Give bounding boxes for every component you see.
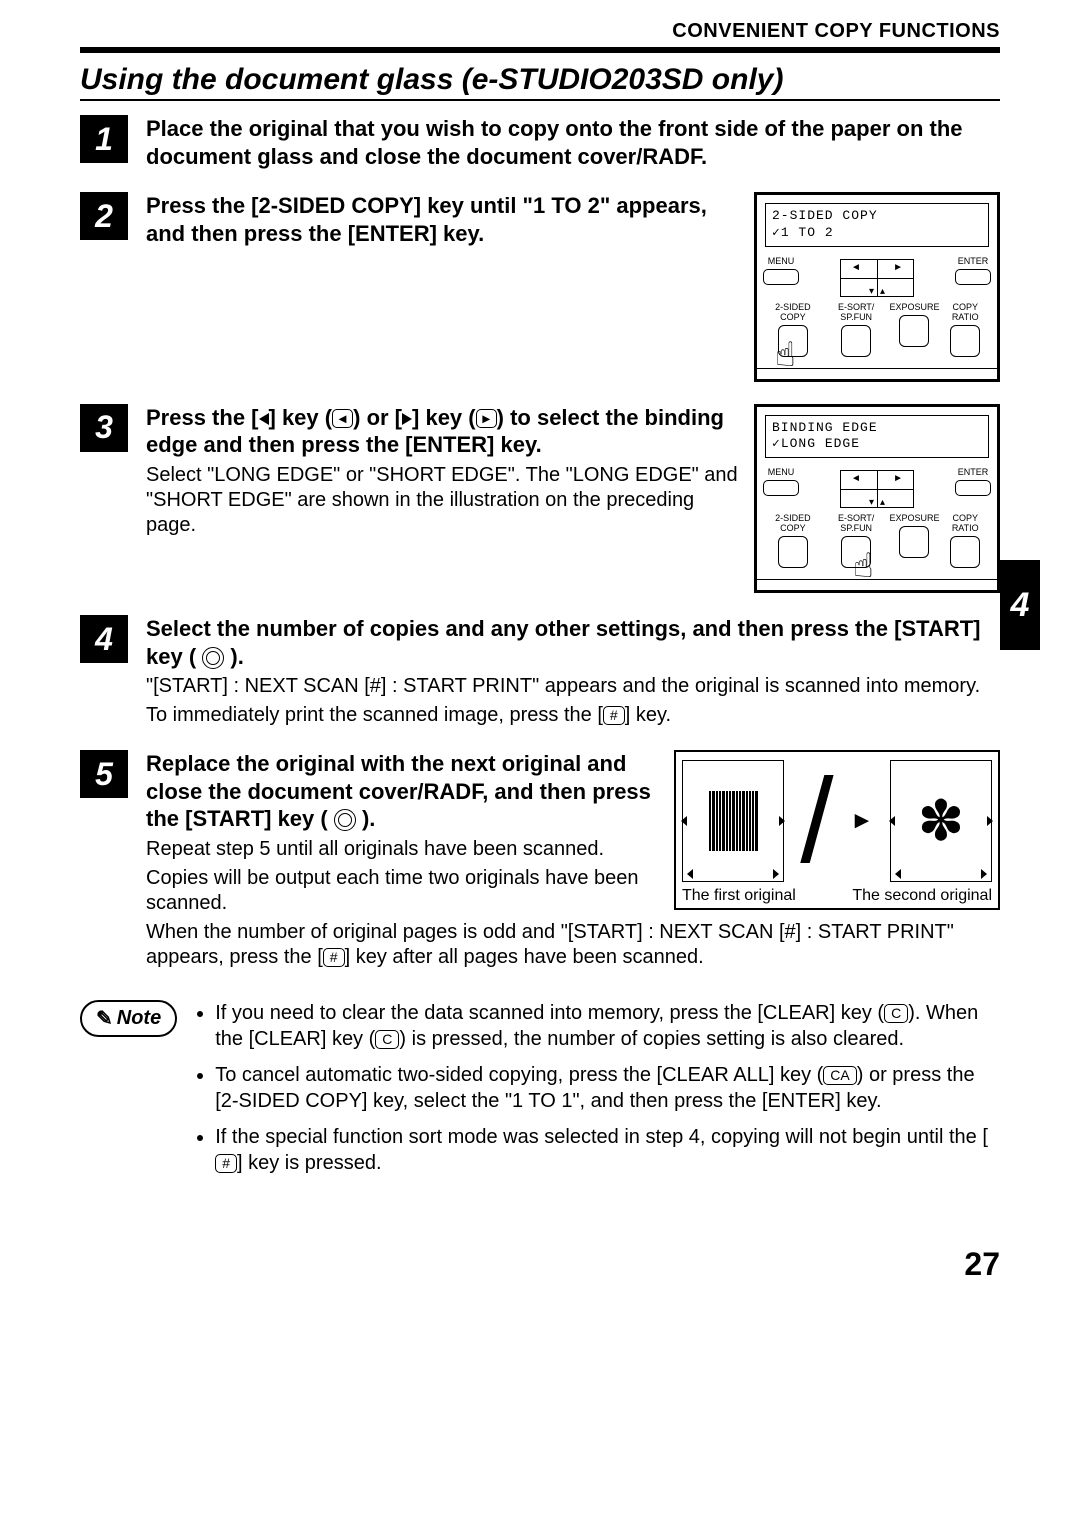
originals-figure: / ► ✽ The first original The second orig…	[674, 750, 1000, 910]
note-item: If the special function sort mode was se…	[215, 1124, 1000, 1176]
right-triangle-icon	[402, 405, 412, 430]
rule	[80, 47, 1000, 53]
hash-key-icon: #	[603, 706, 625, 725]
step-title: Place the original that you wish to copy…	[146, 115, 1000, 170]
step-desc: When the number of original pages is odd…	[146, 920, 1000, 970]
section-title: Using the document glass (e-STUDIO203SD …	[80, 63, 1000, 97]
ratio-button	[950, 325, 980, 357]
rule	[80, 99, 1000, 101]
pen-icon	[96, 1006, 113, 1031]
note-label: Note	[117, 1007, 161, 1030]
step-desc: To immediately print the scanned image, …	[146, 703, 1000, 728]
step-title: Select the number of copies and any othe…	[146, 615, 1000, 670]
arrow-pad: ◄► ▾▴	[840, 470, 914, 508]
ratio-button	[950, 536, 980, 568]
hash-key-icon: #	[215, 1154, 237, 1173]
esort-button	[841, 325, 871, 357]
menu-button	[763, 480, 799, 496]
panel-label: E-SORT/ SP.FUN	[823, 303, 890, 323]
panel-label: ENTER	[955, 468, 991, 478]
exposure-button	[899, 526, 929, 558]
panel-label: 2-SIDED COPY	[763, 514, 823, 534]
pointer-hand-icon: ☝	[853, 552, 873, 586]
panel-label: ENTER	[955, 257, 991, 267]
hash-key-icon: #	[323, 948, 345, 967]
arrow-pad: ◄► ▾▴	[840, 259, 914, 297]
note-item: To cancel automatic two-sided copying, p…	[215, 1062, 1000, 1114]
panel-label: 2-SIDED COPY	[763, 303, 823, 323]
panel-label: COPY RATIO	[939, 303, 991, 323]
control-panel-2: BINDING EDGE ✓LONG EDGE MENU ◄► ▾▴ ENTER…	[754, 404, 1000, 594]
twosided-button	[778, 536, 808, 568]
step-desc: Repeat step 5 until all originals have b…	[146, 837, 660, 862]
chapter-tab: 4	[1000, 560, 1040, 650]
header: CONVENIENT COPY FUNCTIONS	[80, 20, 1000, 43]
clear-key-icon: C	[884, 1004, 908, 1023]
step-1: 1 Place the original that you wish to co…	[80, 115, 1000, 170]
start-icon	[334, 809, 356, 831]
panel-label: EXPOSURE	[889, 303, 939, 313]
step-title: Replace the original with the next origi…	[146, 750, 660, 833]
step-3: 3 Press the [] key (◂) or [] key (▸) to …	[80, 404, 1000, 594]
left-triangle-icon	[259, 405, 269, 430]
step-title: Press the [2-SIDED COPY] key until "1 TO…	[146, 192, 740, 247]
panel-label: EXPOSURE	[889, 514, 939, 524]
panel-label: MENU	[763, 257, 799, 267]
clear-key-icon: C	[375, 1030, 399, 1049]
step-desc: Select "LONG EDGE" or "SHORT EDGE". The …	[146, 463, 740, 538]
right-arrow-icon: ►	[850, 806, 874, 836]
start-icon	[202, 647, 224, 669]
step-number: 3	[80, 404, 128, 452]
lcd: BINDING EDGE ✓LONG EDGE	[765, 415, 989, 459]
note: Note If you need to clear the data scann…	[80, 1000, 1000, 1186]
caption: The first original	[682, 886, 796, 906]
lcd-line: ✓LONG EDGE	[772, 436, 982, 453]
pointer-hand-icon: ☝	[775, 341, 795, 375]
step-number: 5	[80, 750, 128, 798]
divider-icon: /	[800, 761, 833, 881]
control-panel-1: 2-SIDED COPY ✓1 TO 2 MENU ◄► ▾▴ ENTER 2-…	[754, 192, 1000, 382]
note-badge: Note	[80, 1000, 177, 1037]
first-original-icon	[682, 760, 784, 882]
step-number: 2	[80, 192, 128, 240]
lcd-line: BINDING EDGE	[772, 420, 982, 437]
step-desc: "[START] : NEXT SCAN [#] : START PRINT" …	[146, 674, 1000, 699]
page-number: 27	[80, 1246, 1000, 1283]
caption: The second original	[852, 886, 992, 906]
step-desc: Copies will be output each time two orig…	[146, 866, 660, 916]
panel-label: E-SORT/ SP.FUN	[823, 514, 890, 534]
note-item: If you need to clear the data scanned in…	[215, 1000, 1000, 1052]
menu-button	[763, 269, 799, 285]
lcd: 2-SIDED COPY ✓1 TO 2	[765, 203, 989, 247]
lcd-line: ✓1 TO 2	[772, 225, 982, 242]
enter-button	[955, 480, 991, 496]
clearall-key-icon: CA	[823, 1066, 856, 1085]
enter-button	[955, 269, 991, 285]
step-4: 4 Select the number of copies and any ot…	[80, 615, 1000, 728]
panel-label: MENU	[763, 468, 799, 478]
lcd-line: 2-SIDED COPY	[772, 208, 982, 225]
step-number: 1	[80, 115, 128, 163]
second-original-icon: ✽	[890, 760, 992, 882]
step-2: 2 Press the [2-SIDED COPY] key until "1 …	[80, 192, 1000, 382]
panel-label: COPY RATIO	[939, 514, 991, 534]
step-5: 5 Replace the original with the next ori…	[80, 750, 1000, 970]
step-title: Press the [] key (◂) or [] key (▸) to se…	[146, 404, 740, 459]
exposure-button	[899, 315, 929, 347]
step-number: 4	[80, 615, 128, 663]
